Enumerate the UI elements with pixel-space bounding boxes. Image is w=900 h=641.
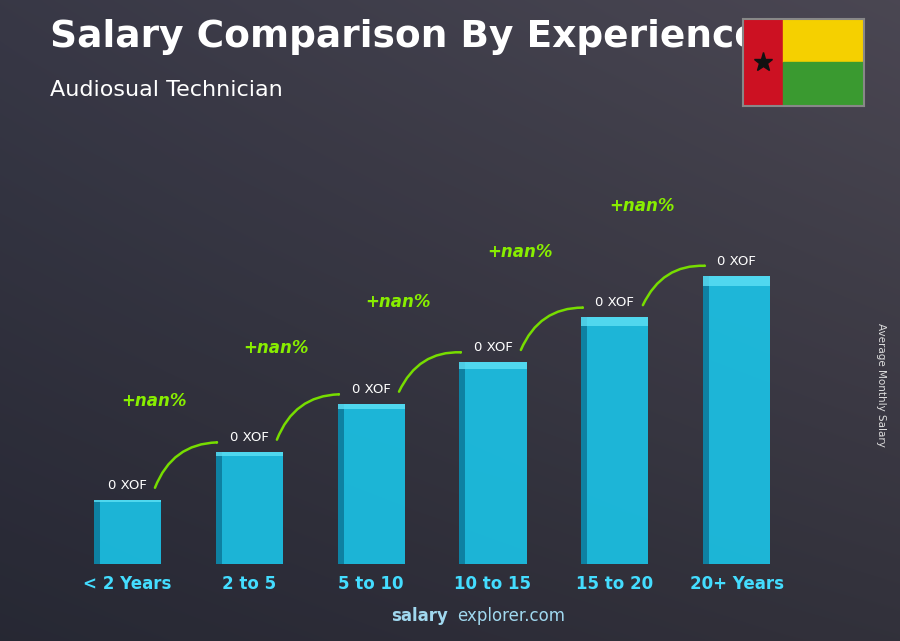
Text: +nan%: +nan% xyxy=(487,243,553,262)
Bar xyxy=(459,362,526,564)
Bar xyxy=(742,19,783,106)
Bar xyxy=(338,404,405,564)
Bar xyxy=(459,362,465,564)
Bar xyxy=(216,452,221,564)
Bar xyxy=(338,404,344,564)
Bar xyxy=(783,19,864,62)
Text: 0 XOF: 0 XOF xyxy=(596,296,634,309)
FancyArrowPatch shape xyxy=(155,442,217,488)
Text: +nan%: +nan% xyxy=(122,392,186,410)
Bar xyxy=(581,317,648,326)
Bar xyxy=(94,500,100,564)
Text: 0 XOF: 0 XOF xyxy=(473,341,512,354)
Text: Salary Comparison By Experience: Salary Comparison By Experience xyxy=(50,19,760,55)
Text: +nan%: +nan% xyxy=(365,293,430,311)
FancyArrowPatch shape xyxy=(399,353,461,392)
Text: explorer.com: explorer.com xyxy=(457,607,565,625)
Text: 0 XOF: 0 XOF xyxy=(717,254,756,267)
Text: Audiosual Technician: Audiosual Technician xyxy=(50,80,283,100)
Text: 0 XOF: 0 XOF xyxy=(108,479,147,492)
Bar xyxy=(581,317,648,564)
Bar xyxy=(581,317,588,564)
Bar xyxy=(338,404,405,410)
Bar xyxy=(703,276,770,564)
FancyArrowPatch shape xyxy=(277,394,339,440)
Text: 0 XOF: 0 XOF xyxy=(230,431,268,444)
Bar xyxy=(703,276,770,286)
Bar xyxy=(94,500,161,564)
Bar xyxy=(94,500,161,503)
FancyArrowPatch shape xyxy=(643,266,705,305)
Text: 0 XOF: 0 XOF xyxy=(352,383,391,395)
Bar xyxy=(459,362,526,369)
Bar xyxy=(783,62,864,106)
Bar xyxy=(216,452,283,456)
FancyArrowPatch shape xyxy=(521,308,582,350)
Text: salary: salary xyxy=(392,607,448,625)
Bar xyxy=(703,276,709,564)
Text: +nan%: +nan% xyxy=(609,197,674,215)
Bar xyxy=(216,452,283,564)
Text: Average Monthly Salary: Average Monthly Salary xyxy=(877,322,886,447)
Text: +nan%: +nan% xyxy=(243,339,309,358)
